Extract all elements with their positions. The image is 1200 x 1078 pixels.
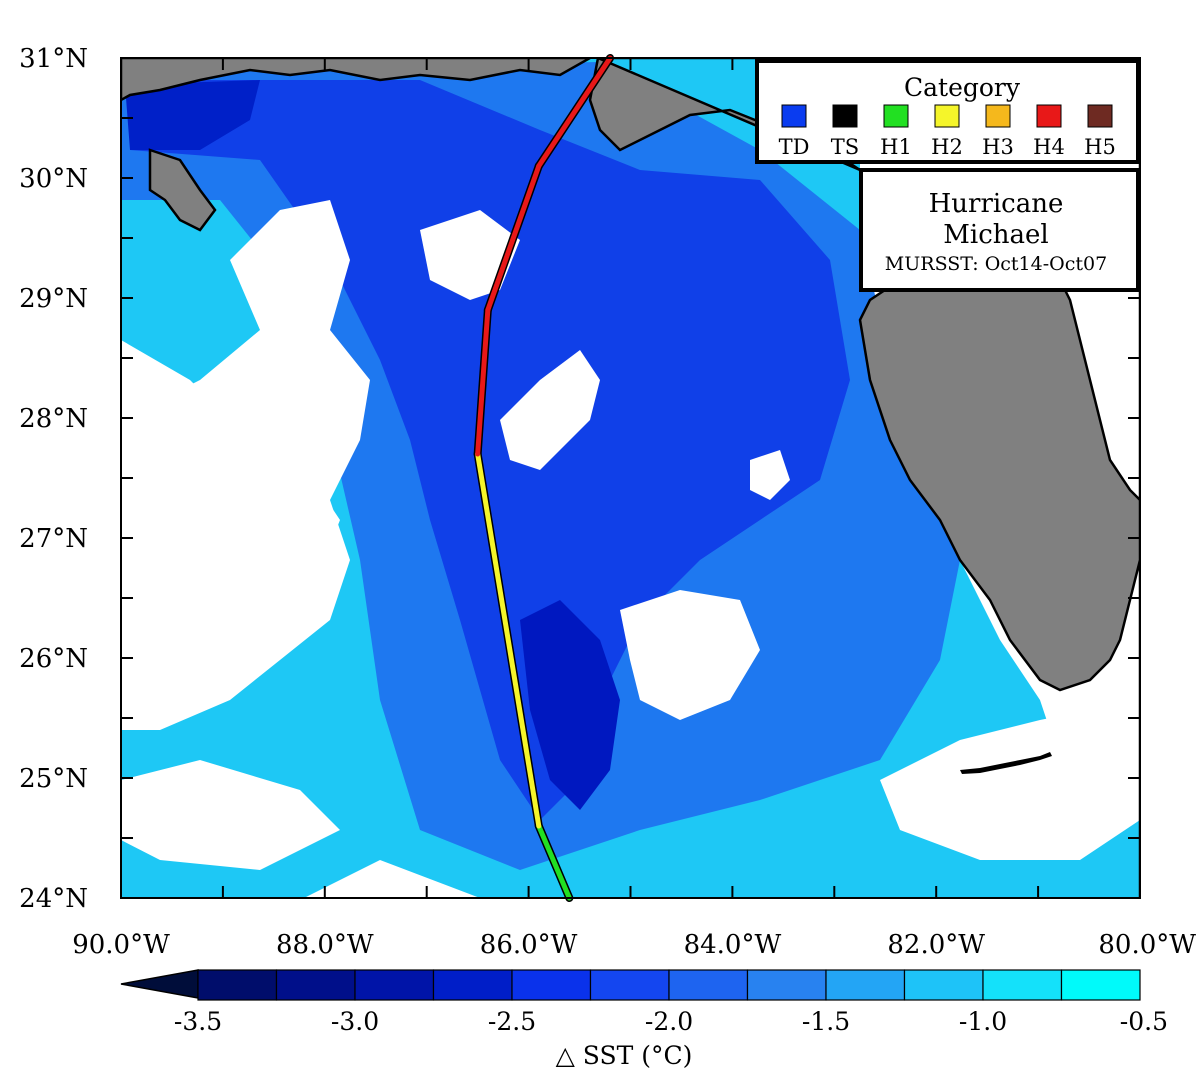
legend-swatch-ts xyxy=(832,104,858,128)
no-change-region-central-north xyxy=(420,210,520,300)
no-change-region-southeast xyxy=(880,700,1140,860)
no-change-region-south xyxy=(620,590,760,720)
legend-label-h3: H3 xyxy=(982,135,1014,159)
colorbar-tick-label: -2.0 xyxy=(645,1007,693,1036)
track-segment-h4 xyxy=(485,163,542,313)
colorbar-tick-label: -0.5 xyxy=(1120,1007,1168,1036)
y-tick-label: 24°N xyxy=(19,884,88,914)
colorbar-segment xyxy=(275,969,356,1001)
no-change-region-west xyxy=(121,200,370,730)
colorbar-segment xyxy=(825,969,906,1001)
legend-swatch-h5 xyxy=(1087,104,1113,128)
legend-swatch-h3 xyxy=(985,104,1011,128)
colorbar-segment xyxy=(197,969,278,1001)
colorbar-labels: -3.5 -3.0 -2.5 -2.0 -1.5 -1.0 -0.5 xyxy=(174,1007,1168,1036)
no-change-region-east-coast xyxy=(750,450,790,500)
x-tick-label: 88.0°W xyxy=(276,930,374,960)
no-change-region-southwest xyxy=(121,760,340,870)
colorbar-segment xyxy=(589,969,670,1001)
gulf-coast-land-west xyxy=(121,58,593,102)
legend-title: Category xyxy=(904,73,1021,102)
anomaly-region-darkest-north xyxy=(125,80,260,150)
y-tick-label: 27°N xyxy=(19,524,88,554)
colorbar xyxy=(120,969,1141,1001)
x-tick-label: 86.0°W xyxy=(480,930,578,960)
y-tick-label: 31°N xyxy=(19,44,88,74)
y-tick-label: 25°N xyxy=(19,764,88,794)
colorbar-segment xyxy=(1060,969,1141,1001)
storm-type-label: Hurricane xyxy=(929,189,1064,219)
legend-label-td: TD xyxy=(779,135,810,159)
legend-label-ts: TS xyxy=(831,135,859,159)
hurricane-track xyxy=(473,54,615,902)
colorbar-segment xyxy=(511,969,592,1001)
category-legend: Category TD TS H1 H2 H3 H4 H5 xyxy=(755,59,1140,164)
track-segment-h2 xyxy=(475,451,542,829)
x-tick-label: 90.0°W xyxy=(72,930,170,960)
track-segment-h1 xyxy=(536,823,572,901)
louisiana-delta-land xyxy=(148,148,217,232)
anomaly-region-darkest xyxy=(520,600,620,810)
colorbar-tick-label: -3.0 xyxy=(331,1007,379,1036)
colorbar-tick-label: -1.0 xyxy=(959,1007,1007,1036)
colorbar-tick-label: -2.5 xyxy=(488,1007,536,1036)
legend-label-h5: H5 xyxy=(1084,135,1116,159)
colorbar-title: △ SST (°C) xyxy=(556,1041,693,1070)
y-tick-label: 29°N xyxy=(19,284,88,314)
keys-islands xyxy=(960,752,1052,774)
x-tick-label: 80.0°W xyxy=(1098,930,1196,960)
colorbar-segment xyxy=(903,969,984,1001)
y-tick-label: 30°N xyxy=(19,164,88,194)
legend-swatch-td xyxy=(781,104,807,128)
track-segment-h4 xyxy=(536,55,613,169)
colorbar-tick-label: -1.5 xyxy=(802,1007,850,1036)
colorbar-segment xyxy=(668,969,749,1001)
colorbar-segment xyxy=(746,969,827,1001)
y-tick-label: 28°N xyxy=(19,404,88,434)
x-tick-label: 84.0°W xyxy=(684,930,782,960)
legend-swatch-h1 xyxy=(883,104,909,128)
colorbar-tick-label: -3.5 xyxy=(174,1007,222,1036)
legend-swatch-h4 xyxy=(1036,104,1062,128)
legend-label-h2: H2 xyxy=(931,135,963,159)
anomaly-region-dark xyxy=(130,80,850,820)
colorbar-segment xyxy=(354,969,435,1001)
legend-swatch-h2 xyxy=(934,104,960,128)
colorbar-segment xyxy=(432,969,513,1001)
colorbar-lower-arrow xyxy=(120,969,199,999)
x-axis-labels: 90.0°W 88.0°W 86.0°W 84.0°W 82.0°W 80.0°W xyxy=(72,930,1196,960)
colorbar-segment xyxy=(982,969,1063,1001)
legend-label-h1: H1 xyxy=(880,135,912,159)
info-box: Hurricane Michael MURSST: Oct14-Oct07 xyxy=(859,168,1140,292)
x-tick-label: 82.0°W xyxy=(887,930,985,960)
storm-name-label: Michael xyxy=(943,220,1048,250)
legend-items: TD TS H1 H2 H3 H4 H5 xyxy=(779,104,1116,159)
legend-label-h4: H4 xyxy=(1033,135,1065,159)
info-box-frame xyxy=(859,168,1140,292)
y-tick-label: 26°N xyxy=(19,644,88,674)
sst-anomaly-field xyxy=(121,58,1140,898)
no-change-region-central xyxy=(500,350,600,470)
track-segment-h4 xyxy=(475,307,491,457)
y-axis-labels: 24°N 25°N 26°N 27°N 28°N 29°N 30°N 31°N xyxy=(19,44,88,914)
dataset-period-label: MURSST: Oct14-Oct07 xyxy=(885,253,1107,275)
